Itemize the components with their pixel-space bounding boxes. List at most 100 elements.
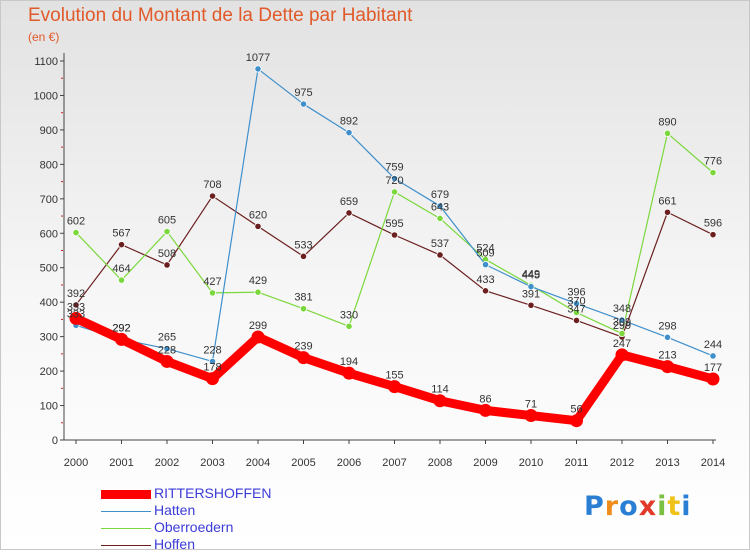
data-label: 228 [203,344,221,356]
data-label: 155 [385,370,403,382]
legend-label: Oberroedern [154,519,234,535]
data-point [706,372,720,386]
data-point [208,357,217,366]
x-tick-label: 2008 [428,457,452,469]
data-label: 309 [613,317,631,329]
x-tick-label: 2002 [155,457,179,469]
data-point [436,214,444,223]
data-label: 396 [567,287,585,299]
data-label: 776 [704,156,722,168]
x-tick-label: 2003 [200,457,224,469]
data-label: 708 [203,179,221,191]
data-point [254,222,262,230]
data-point [208,192,217,200]
logo-letter: r [604,491,620,522]
data-point [72,228,80,237]
data-point [390,174,399,183]
data-label: 299 [613,320,631,332]
data-point [527,301,535,309]
data-point [299,100,308,108]
data-label: 370 [567,296,585,308]
data-point [618,316,626,324]
data-point [115,332,128,346]
data-point [618,329,626,338]
data-label: 433 [476,274,494,286]
data-label: 643 [431,201,449,213]
y-tick-label: 500 [40,263,58,275]
y-tick-label: 400 [40,297,58,309]
data-point [524,409,538,423]
data-point [390,231,399,239]
data-label: 71 [525,399,537,411]
x-tick-label: 2011 [565,457,589,469]
data-point [663,208,672,216]
data-point [254,65,262,73]
logo-letter: i [681,491,692,522]
x-tick-label: 2014 [701,457,725,469]
x-tick-label: 2012 [610,457,634,469]
data-label: 509 [476,248,494,260]
data-label: 537 [431,238,449,250]
legend-swatch [101,545,151,546]
legend-label: Hoffen [154,536,195,552]
data-point [163,345,171,353]
data-label: 265 [158,332,176,344]
data-label: 213 [658,350,676,362]
data-label: 114 [431,384,449,396]
proxiti-logo: Proxiti [584,491,692,522]
logo-letter: t [667,491,682,522]
data-point [297,351,310,365]
data-label: 449 [522,268,540,280]
data-point [117,241,126,249]
data-label: 178 [203,362,221,374]
data-label: 381 [294,292,312,304]
data-point [572,316,581,325]
data-label: 759 [385,161,403,173]
y-tick-label: 700 [40,194,58,206]
data-point [299,305,308,313]
data-point [615,348,629,362]
data-label: 427 [203,276,221,288]
logo-letter: o [619,491,639,522]
data-point [254,288,262,296]
data-label: 86 [479,393,491,405]
legend-label: Hatten [154,502,196,518]
data-point [663,129,672,137]
logo-letter: P [584,491,605,522]
data-label: 533 [294,239,312,251]
data-point [436,251,444,259]
data-point [160,354,174,368]
data-point [709,352,717,360]
data-label: 445 [522,270,540,282]
data-label: 299 [249,320,267,332]
y-tick-label: 900 [40,125,58,137]
data-label: 508 [158,248,176,260]
data-point [117,276,126,284]
data-label: 890 [658,116,676,128]
y-tick-label: 1100 [34,56,58,68]
data-label: 661 [658,195,676,207]
y-tick-label: 800 [40,159,58,171]
data-point [481,261,490,269]
data-point [208,289,217,297]
data-point [436,202,444,210]
data-point [299,252,308,260]
data-label: 720 [385,175,403,187]
legend-swatch [101,490,151,499]
data-label: 464 [112,263,130,275]
data-point [163,261,171,269]
data-label: 392 [67,288,85,300]
y-tick-label: 0 [52,435,58,447]
data-point [572,308,581,317]
data-label: 333 [67,308,85,320]
data-point [345,209,353,217]
data-label: 292 [112,322,130,334]
data-point [163,227,171,236]
x-tick-label: 2006 [337,457,361,469]
data-label: 247 [613,338,631,350]
data-point [69,311,83,325]
data-label: 429 [249,275,267,287]
data-label: 595 [385,218,403,230]
logo-letter: x [638,491,658,522]
data-point [527,283,535,291]
